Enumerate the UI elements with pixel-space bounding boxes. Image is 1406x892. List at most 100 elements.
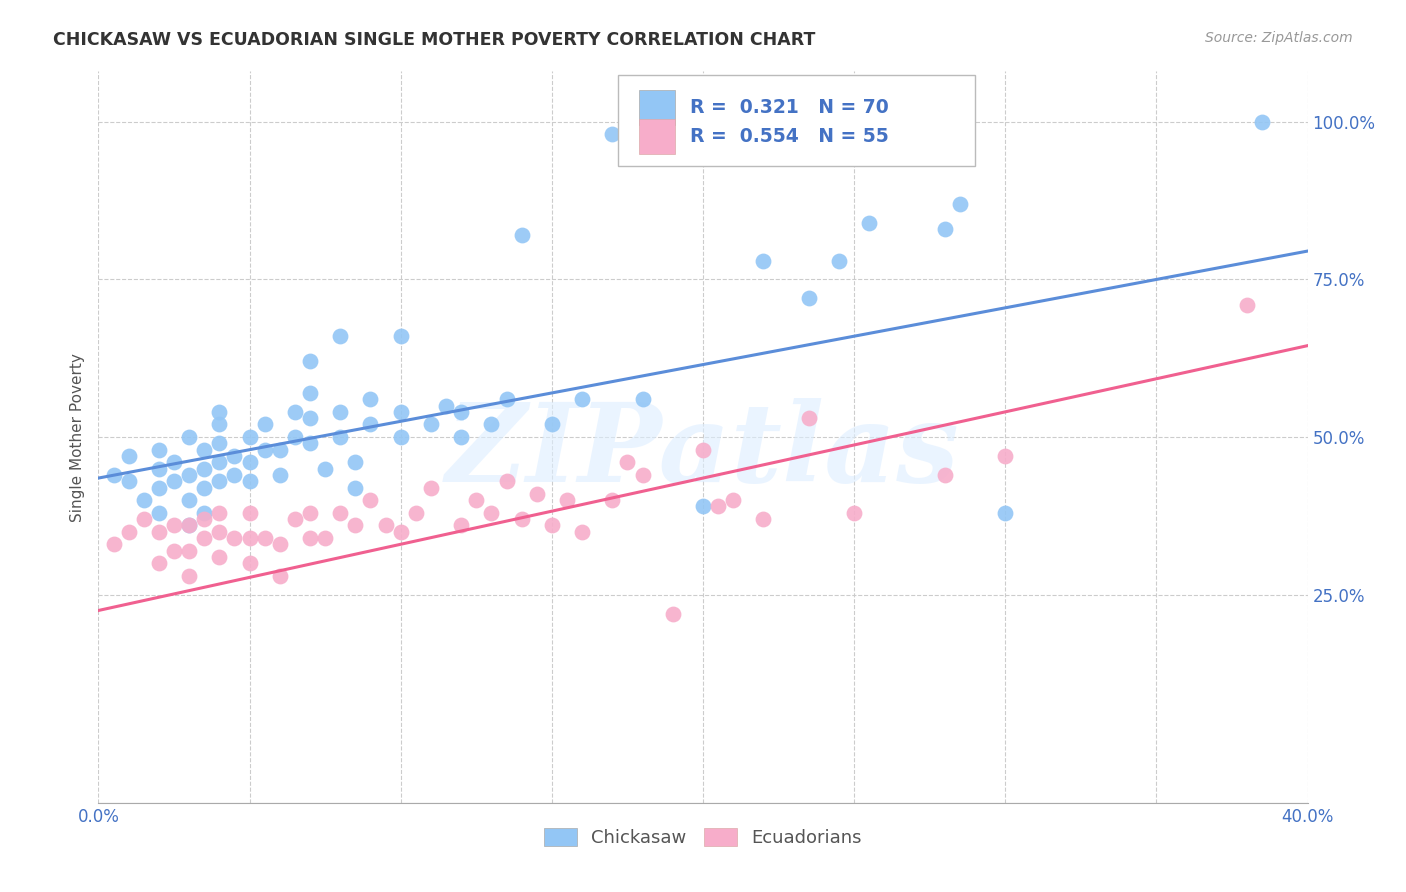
Point	[163, 455, 186, 469]
Point	[314, 461, 336, 475]
Point	[208, 524, 231, 539]
Point	[253, 442, 276, 457]
Point	[103, 467, 125, 482]
Point	[208, 474, 231, 488]
Legend: Chickasaw, Ecuadorians: Chickasaw, Ecuadorians	[536, 819, 870, 856]
Text: R =  0.554   N = 55: R = 0.554 N = 55	[690, 127, 889, 146]
Point	[163, 518, 186, 533]
Point	[208, 417, 231, 432]
Point	[555, 493, 578, 508]
Point	[450, 405, 472, 419]
Point	[208, 506, 231, 520]
Point	[631, 392, 654, 407]
Point	[193, 442, 215, 457]
Point	[208, 549, 231, 564]
Point	[118, 449, 141, 463]
Point	[752, 253, 775, 268]
Text: ZIPatlas: ZIPatlas	[446, 398, 960, 506]
Point	[540, 518, 562, 533]
Point	[239, 430, 262, 444]
Point	[994, 506, 1017, 520]
Point	[934, 222, 956, 236]
Point	[616, 455, 638, 469]
Point	[344, 518, 367, 533]
Point	[329, 405, 352, 419]
Point	[1251, 115, 1274, 129]
Point	[118, 474, 141, 488]
Point	[239, 556, 262, 570]
Point	[224, 531, 246, 545]
Point	[193, 461, 215, 475]
Point	[299, 531, 322, 545]
Point	[299, 354, 322, 368]
Point	[179, 569, 201, 583]
Point	[314, 531, 336, 545]
Point	[797, 291, 820, 305]
Point	[179, 518, 201, 533]
Point	[723, 493, 745, 508]
Point	[692, 442, 714, 457]
Point	[224, 449, 246, 463]
Point	[481, 506, 503, 520]
Point	[193, 506, 215, 520]
Point	[389, 524, 412, 539]
Point	[163, 543, 186, 558]
Point	[752, 512, 775, 526]
Point	[132, 512, 155, 526]
FancyBboxPatch shape	[619, 75, 976, 167]
Point	[239, 531, 262, 545]
Point	[179, 430, 201, 444]
Point	[269, 537, 291, 551]
Point	[360, 392, 382, 407]
Point	[844, 506, 866, 520]
Point	[692, 500, 714, 514]
Point	[360, 417, 382, 432]
Point	[602, 128, 624, 142]
Point	[934, 467, 956, 482]
Point	[239, 506, 262, 520]
Point	[707, 500, 730, 514]
Point	[103, 537, 125, 551]
Point	[723, 128, 745, 142]
Point	[284, 405, 307, 419]
Point	[299, 506, 322, 520]
Point	[208, 436, 231, 450]
Y-axis label: Single Mother Poverty: Single Mother Poverty	[69, 352, 84, 522]
Point	[828, 253, 851, 268]
Point	[344, 481, 367, 495]
Point	[208, 405, 231, 419]
Point	[858, 216, 880, 230]
Point	[465, 493, 488, 508]
Point	[148, 461, 170, 475]
Point	[374, 518, 396, 533]
Point	[631, 467, 654, 482]
Point	[179, 493, 201, 508]
Point	[269, 569, 291, 583]
Point	[224, 467, 246, 482]
Point	[420, 417, 443, 432]
Point	[239, 474, 262, 488]
FancyBboxPatch shape	[638, 119, 675, 154]
Point	[1236, 298, 1258, 312]
Point	[389, 430, 412, 444]
Point	[949, 196, 972, 211]
FancyBboxPatch shape	[638, 90, 675, 125]
Point	[269, 442, 291, 457]
Point	[148, 524, 170, 539]
Point	[193, 531, 215, 545]
Point	[571, 392, 593, 407]
Point	[994, 449, 1017, 463]
Point	[193, 481, 215, 495]
Point	[239, 455, 262, 469]
Point	[179, 543, 201, 558]
Point	[360, 493, 382, 508]
Point	[148, 481, 170, 495]
Point	[299, 436, 322, 450]
Point	[329, 506, 352, 520]
Point	[450, 430, 472, 444]
Point	[148, 442, 170, 457]
Point	[208, 455, 231, 469]
Text: Source: ZipAtlas.com: Source: ZipAtlas.com	[1205, 31, 1353, 45]
Point	[253, 417, 276, 432]
Point	[420, 481, 443, 495]
